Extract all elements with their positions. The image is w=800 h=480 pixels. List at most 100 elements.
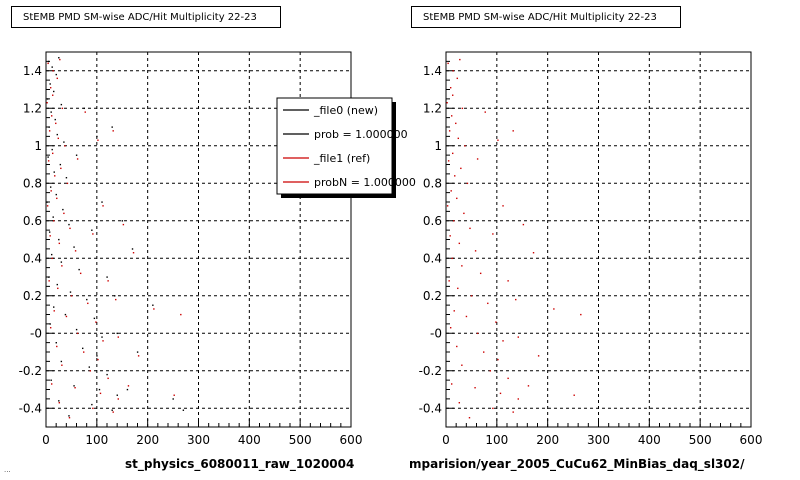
right-series-0-point xyxy=(474,387,476,389)
left-series-0-point xyxy=(88,366,91,368)
left-series-1-point xyxy=(107,280,109,282)
left-series-1-point xyxy=(61,107,64,110)
right-series-0-point xyxy=(457,287,459,290)
left-series-0-point xyxy=(152,304,154,306)
left-series-1-point xyxy=(60,167,62,170)
left-series-1-point xyxy=(61,265,63,267)
left-series-1-point xyxy=(74,387,76,389)
right-series-0-point xyxy=(507,377,509,380)
right-series-0-point xyxy=(461,364,463,366)
right-series-0-point xyxy=(470,295,473,297)
left-series-0-point xyxy=(55,193,57,196)
left-series-0-point xyxy=(73,385,75,387)
left-series-1-point xyxy=(61,364,63,366)
left-series-0-point xyxy=(96,135,98,138)
left-series-1-point xyxy=(48,280,50,282)
left-series-1-point xyxy=(52,152,54,155)
left-y-tick-label: 0.2 xyxy=(23,289,42,303)
left-series-1-point xyxy=(112,130,114,132)
left-series-0-point xyxy=(47,156,49,158)
right-series-0-point xyxy=(459,58,461,61)
right-series-0-point xyxy=(527,385,530,387)
right-series-0-point xyxy=(461,265,463,267)
right-y-tick-label: 1 xyxy=(434,139,442,153)
right-series-0-point xyxy=(454,175,456,177)
left-series-0-point xyxy=(91,403,93,406)
right-series-0-point xyxy=(497,139,499,141)
left-series-0-point xyxy=(56,283,58,286)
left-series-1-point xyxy=(65,315,68,318)
left-series-0-point xyxy=(68,223,70,226)
left-series-1-point xyxy=(55,122,57,125)
left-series-1-point xyxy=(83,351,85,353)
right-series-0-point xyxy=(449,87,452,89)
left-y-tick-label: -0.4 xyxy=(19,401,42,415)
right-y-tick-label: 1.4 xyxy=(423,64,442,78)
right-series-0-point xyxy=(553,308,555,310)
right-series-0-point xyxy=(476,332,479,335)
left-series-0-point xyxy=(47,60,50,63)
right-series-0-point xyxy=(447,62,449,65)
right-series-0-point xyxy=(580,313,582,316)
right-series-0-point xyxy=(451,257,453,260)
left-series-1-point xyxy=(53,310,55,312)
left-series-0-point xyxy=(75,328,78,331)
left-series-0-point xyxy=(58,57,60,59)
right-series-0-point xyxy=(446,102,448,104)
right-series-0-point xyxy=(484,111,486,113)
right-series-0-point xyxy=(469,227,471,230)
left-series-0-point xyxy=(49,323,51,325)
left-series-1-point xyxy=(79,272,82,275)
left-series-0-point xyxy=(55,73,57,76)
left-series-0-point xyxy=(82,347,84,350)
left-series-0-point xyxy=(101,201,103,203)
left-series-1-point xyxy=(117,336,119,338)
left-series-1-point xyxy=(48,130,51,132)
right-y-tick-label: 0.2 xyxy=(423,289,442,303)
left-series-0-point xyxy=(51,66,53,68)
left-series-1-point xyxy=(49,235,51,237)
right-series-0-point xyxy=(476,158,479,160)
right-series-0-point xyxy=(517,398,519,400)
right-series-0-point xyxy=(468,417,471,419)
left-series-0-point xyxy=(48,126,50,128)
left-series-1-point xyxy=(127,385,130,387)
left-series-1-point xyxy=(132,252,135,254)
left-x-tick-label: 500 xyxy=(289,433,312,447)
right-series-0-point xyxy=(450,383,453,385)
right-series-0-point xyxy=(537,355,540,357)
left-series-1-point xyxy=(46,102,48,104)
left-series-1-point xyxy=(76,158,79,160)
left-series-1-point xyxy=(97,358,99,361)
left-series-1-point xyxy=(47,62,49,65)
right-series-0-point xyxy=(458,242,461,245)
left-series-1-point xyxy=(87,302,89,305)
right-series-0-point xyxy=(453,310,455,312)
left-series-1-point xyxy=(117,398,119,400)
left-series-0-point xyxy=(68,415,70,417)
left-y-tick-label: -0.2 xyxy=(19,364,42,378)
left-series-1-point xyxy=(180,313,182,316)
left-legend-label: _file0 (new) xyxy=(313,104,378,117)
right-series-0-point xyxy=(465,315,468,318)
left-series-0-point xyxy=(50,379,52,381)
left-series-0-point xyxy=(50,111,52,113)
right-series-0-point xyxy=(522,223,525,226)
right-y-tick-label: 0.4 xyxy=(423,251,442,265)
right-series-0-point xyxy=(452,152,454,155)
right-series-0-point xyxy=(507,280,509,282)
left-series-0-point xyxy=(48,231,51,233)
left-series-0-point xyxy=(91,229,93,231)
right-series-0-point xyxy=(448,280,450,282)
right-y-tick-label: 0.8 xyxy=(423,176,442,190)
left-series-0-point xyxy=(46,201,48,203)
left-series-0-point xyxy=(83,107,85,110)
left-x-axis-label: st_physics_6080011_raw_1020004 xyxy=(125,457,355,471)
right-series-0-point xyxy=(448,130,451,132)
left-series-0-point xyxy=(106,373,108,376)
left-series-0-point xyxy=(52,216,54,218)
right-y-tick-label: -0.2 xyxy=(419,364,442,378)
right-series-0-point xyxy=(455,122,457,125)
right-series-0-point xyxy=(489,370,492,372)
left-series-1-point xyxy=(58,402,61,404)
